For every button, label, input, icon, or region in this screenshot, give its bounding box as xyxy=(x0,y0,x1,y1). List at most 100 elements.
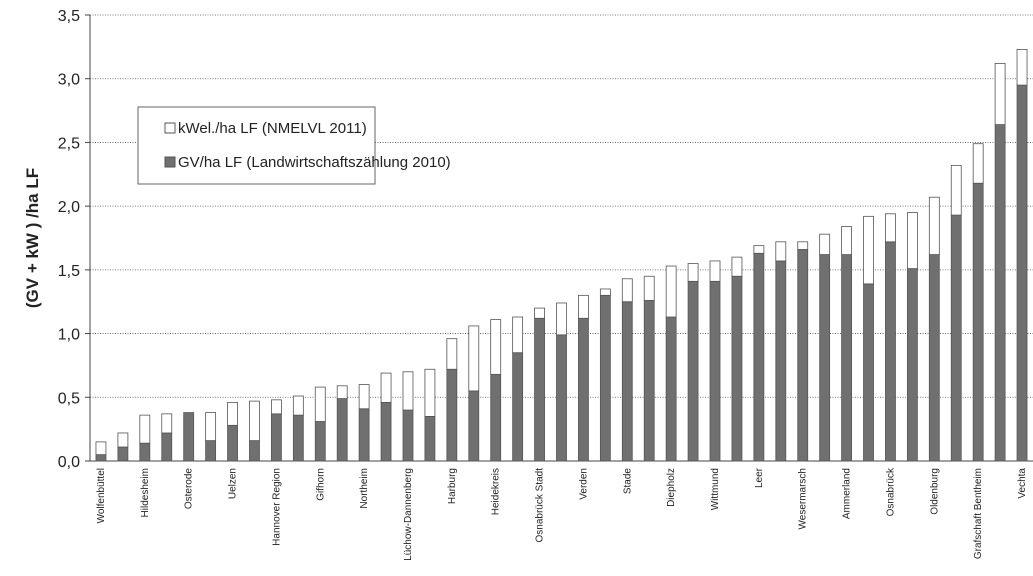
bar-segment xyxy=(117,432,129,448)
x-tick-label: Hildesheim xyxy=(140,468,151,517)
bar-segment xyxy=(490,319,502,375)
x-tick-label: Verden xyxy=(578,468,589,500)
legend-label: GV/ha LF (Landwirtschaftszählung 2010) xyxy=(178,154,451,171)
bar-segment xyxy=(556,334,567,462)
bar-segment xyxy=(643,275,655,301)
bar-segment xyxy=(380,401,392,462)
bar-segment xyxy=(994,124,1006,462)
bar-segment xyxy=(950,164,962,216)
bar-segment xyxy=(292,414,304,462)
bar-segment xyxy=(906,212,918,269)
bar-segment xyxy=(249,400,260,442)
bar-segment xyxy=(380,372,392,403)
bar-segment xyxy=(314,421,326,462)
bar-segment xyxy=(358,408,370,462)
bar-segment xyxy=(643,300,655,462)
bar-segment xyxy=(534,317,545,462)
bar-segment xyxy=(446,338,458,370)
bar-segment xyxy=(578,294,589,319)
bar-segment xyxy=(885,241,896,462)
bar-segment xyxy=(863,215,874,285)
bar-segment xyxy=(599,294,611,462)
bar-segment xyxy=(205,440,217,462)
bar-segment xyxy=(797,241,809,250)
x-tick-label: Osnabrück Stadt xyxy=(535,468,546,543)
bar-segment xyxy=(753,245,765,254)
x-tick-label: Grafschaft Bentheim xyxy=(973,468,984,559)
x-tick-label: Wesermarsch xyxy=(798,468,809,530)
bar-segment xyxy=(775,241,787,262)
bar-segment xyxy=(972,182,984,462)
bar-segment xyxy=(599,288,611,296)
bar-segment xyxy=(292,395,304,416)
bar-segment xyxy=(139,442,151,462)
bar-segment xyxy=(841,226,852,255)
bar-segment xyxy=(950,214,962,462)
x-tick-label: Lüchow-Dannenberg xyxy=(403,468,414,561)
bar-segment xyxy=(731,275,743,462)
bar-segment xyxy=(753,252,765,462)
y-tick-label: 2,0 xyxy=(58,199,80,216)
bar-segment xyxy=(1016,49,1028,86)
y-tick-label: 3,0 xyxy=(58,72,80,89)
bar-segment xyxy=(665,316,677,462)
bar-segment xyxy=(402,409,414,462)
bar-segment xyxy=(819,233,831,255)
bar-segment xyxy=(95,441,107,456)
bar-segment xyxy=(534,307,545,319)
y-tick-label: 1,0 xyxy=(58,327,80,344)
legend-swatch xyxy=(164,122,176,134)
x-tick-label: Gifhorn xyxy=(315,468,326,501)
legend-label: kWel./ha LF (NMELVL 2011) xyxy=(178,120,367,137)
bar-segment xyxy=(358,384,370,410)
bar-segment xyxy=(578,317,589,462)
bar-segment xyxy=(687,280,699,462)
bar-segment xyxy=(183,412,195,462)
bar-segment xyxy=(227,401,238,426)
x-tick-label: Harburg xyxy=(447,468,458,504)
bar-segment xyxy=(863,283,874,462)
bar-segment xyxy=(490,373,502,462)
bar-segment xyxy=(271,399,282,415)
bar-segment xyxy=(161,432,173,462)
bar-segment xyxy=(906,268,918,462)
bar-segment xyxy=(468,390,480,462)
bar-segment xyxy=(314,386,326,422)
bar-segment xyxy=(336,385,348,399)
bar-segment xyxy=(446,368,458,462)
x-tick-label: Heidekreis xyxy=(491,468,502,515)
y-axis-label: (GV + kW ) /ha LF xyxy=(23,168,42,308)
x-tick-label: Stade xyxy=(622,468,633,495)
bar-segment xyxy=(928,254,940,462)
bar-segment xyxy=(468,325,480,392)
x-tick-label: Ammerland xyxy=(842,468,853,519)
bar-segment xyxy=(424,368,436,417)
bar-segment xyxy=(687,263,699,282)
y-tick-label: 0,5 xyxy=(58,390,80,407)
bar-segment xyxy=(775,260,787,462)
bar-segment xyxy=(205,412,217,442)
x-tick-label: Wittmund xyxy=(710,468,721,510)
y-tick-label: 3,5 xyxy=(58,8,80,25)
bar-segment xyxy=(731,256,743,277)
bar-segment xyxy=(665,265,677,318)
x-tick-label: Northeim xyxy=(359,468,370,509)
x-tick-label: Osnabrück xyxy=(885,467,896,516)
bar-segment xyxy=(885,213,896,243)
bar-segment xyxy=(336,398,348,462)
x-tick-label: Oldenburg xyxy=(929,468,940,515)
bar-segment xyxy=(797,249,809,462)
bar-segment xyxy=(556,302,567,336)
y-tick-label: 1,5 xyxy=(58,263,80,280)
bar-segment xyxy=(249,440,260,462)
bar-segment xyxy=(271,413,282,462)
bar-segment xyxy=(1016,84,1028,462)
bar-segment xyxy=(95,454,107,462)
legend-swatch xyxy=(164,156,176,168)
bar-segment xyxy=(621,278,633,303)
bar-segment xyxy=(972,143,984,184)
bar-segment xyxy=(841,254,852,462)
bar-segment xyxy=(994,63,1006,125)
bar-segment xyxy=(928,196,940,255)
x-tick-label: Osterode xyxy=(184,468,195,510)
